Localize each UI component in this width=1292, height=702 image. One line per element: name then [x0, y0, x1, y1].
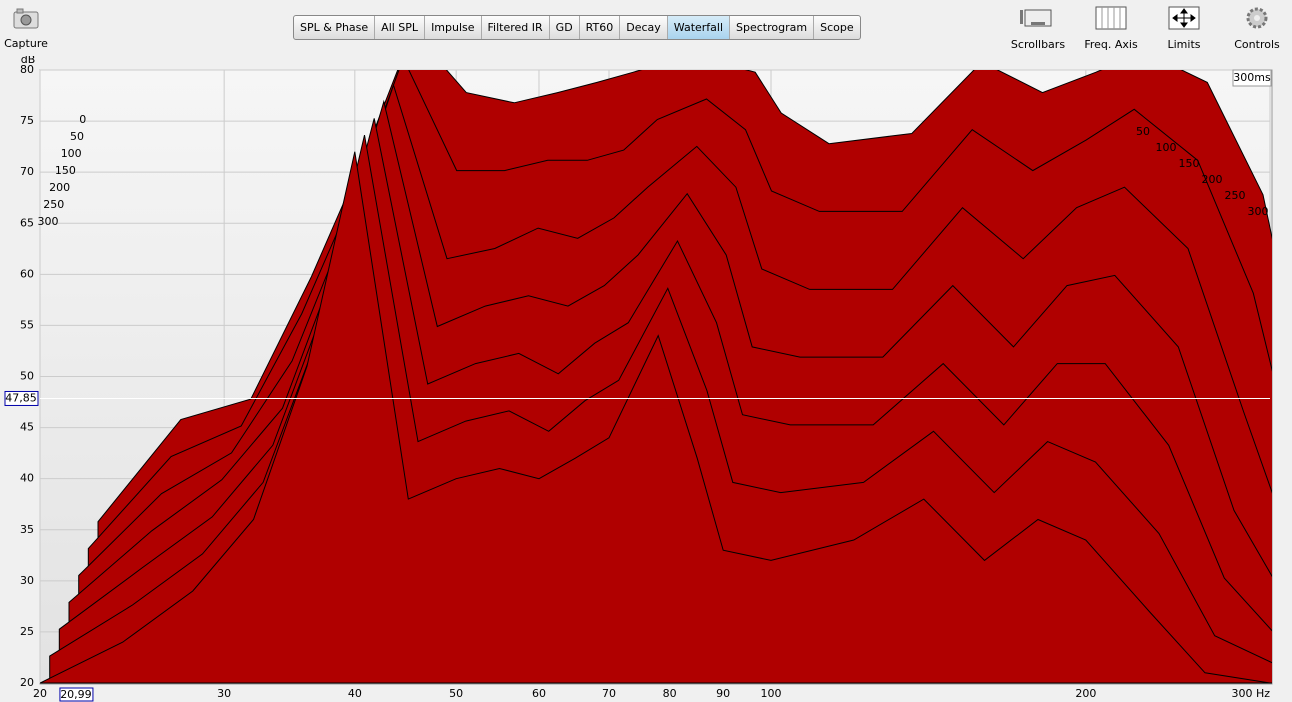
tool-button[interactable]: Limits: [1149, 4, 1219, 51]
y-tick-label: 70: [20, 165, 34, 178]
tool-label: Freq. Axis: [1084, 38, 1138, 51]
capture-button[interactable]: Capture: [4, 6, 48, 50]
time-label: 200: [1202, 173, 1223, 186]
y-tick-label: 45: [20, 421, 34, 434]
tool-label: Limits: [1167, 38, 1201, 51]
waterfall-chart: dB 20 25 30 35 40 45 50 55 60 65 70 75 80 20 30 40 50 60 7…: [4, 56, 1273, 702]
y-tick-label: 80: [20, 63, 34, 76]
y-tick-label: 60: [20, 267, 34, 280]
tab-button[interactable]: GD: [550, 16, 580, 39]
time-label: 50: [1136, 125, 1150, 138]
toolbar: Capture SPL & Phase All SPL Impulse Filtere…: [0, 0, 1292, 56]
cursor-y-label: 47,85: [5, 391, 37, 404]
y-tick-label: 35: [20, 523, 34, 536]
time-label: 300: [38, 215, 59, 228]
tool-icon: [1246, 7, 1268, 29]
x-tick-label: 200: [1075, 687, 1096, 700]
time-label: 150: [55, 164, 76, 177]
tool-label: Scrollbars: [1010, 38, 1066, 51]
x-tick-label: 40: [348, 687, 362, 700]
tab-button[interactable]: SPL & Phase: [294, 16, 376, 39]
x-tick-label: 50: [449, 687, 463, 700]
tool-button[interactable]: Scrollbars: [1003, 4, 1073, 51]
decay-slice: [40, 151, 1271, 684]
time-label: 100: [1156, 141, 1177, 154]
time-label: 200: [49, 181, 70, 194]
x-tick-label: 80: [663, 687, 677, 700]
x-tick-label: 100: [761, 687, 782, 700]
time-label: 150: [1179, 157, 1200, 170]
y-tick-label: 65: [20, 216, 34, 229]
time-label: 100: [61, 147, 82, 160]
tool-buttons: Scrollbars Freq. Axis Limits Controls: [1000, 4, 1292, 51]
cursor-box: [59, 687, 94, 702]
y-tick-label: 30: [20, 574, 34, 587]
y-tick-label: 75: [20, 114, 34, 127]
y-axis-label: dB: [21, 56, 36, 66]
y-tick-label: 50: [20, 370, 34, 383]
time-range: 300ms: [1233, 71, 1271, 84]
tab-button[interactable]: Impulse: [425, 16, 482, 39]
tool-label: Controls: [1234, 38, 1280, 51]
tool-icon: [1168, 6, 1200, 30]
tool-button[interactable]: Controls: [1222, 4, 1292, 51]
tab-button[interactable]: Decay: [620, 16, 668, 39]
time-box: [1232, 69, 1272, 87]
x-tick-label: 70: [602, 687, 616, 700]
tab-button[interactable]: Waterfall: [667, 16, 731, 39]
y-tick-label: 40: [20, 472, 34, 485]
tab-button[interactable]: Filtered IR: [482, 16, 550, 39]
x-tick-label: 30: [217, 687, 231, 700]
tool-button[interactable]: Freq. Axis: [1076, 4, 1146, 51]
tab-button[interactable]: All SPL: [375, 16, 426, 39]
tool-icon: [1020, 9, 1052, 27]
tab-button[interactable]: Scope: [820, 21, 854, 34]
camera-icon: [13, 8, 39, 29]
tab-bar: SPL & Phase All SPL Impulse Filtered IR GD RT…: [293, 15, 861, 40]
y-tick-label: 55: [20, 318, 34, 331]
x-tick-label: 60: [532, 687, 546, 700]
time-label: 250: [43, 198, 64, 211]
x-tick-label: 20: [33, 687, 47, 700]
capture-label: Capture: [4, 37, 48, 50]
cursor-box: [4, 390, 39, 406]
x-tick-label: 90: [716, 687, 730, 700]
time-label: 250: [1225, 189, 1246, 202]
time-label: 50: [70, 130, 84, 143]
tool-icon: [1095, 6, 1127, 30]
time-label: 300: [1248, 205, 1269, 218]
time-label: 0: [79, 113, 86, 126]
tab-button[interactable]: Spectrogram: [730, 16, 815, 39]
tab-button[interactable]: RT60: [580, 16, 621, 39]
x-tick-label: 300 Hz: [1231, 687, 1270, 700]
y-tick-label: 25: [20, 625, 34, 638]
cursor-x-label: 20,99: [60, 688, 92, 701]
y-tick-label: 20: [20, 676, 34, 689]
